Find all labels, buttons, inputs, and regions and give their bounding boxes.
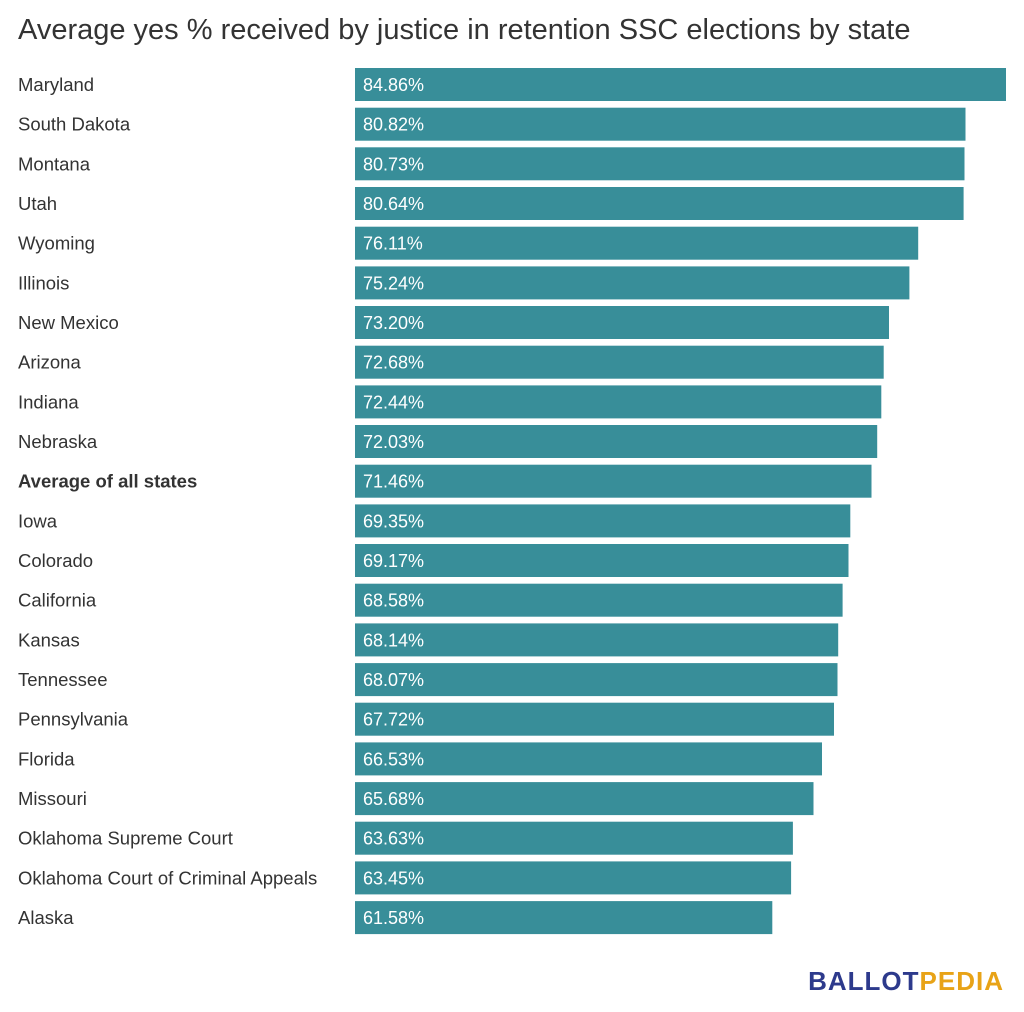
value-label: 84.86% <box>363 75 424 95</box>
value-label: 61.58% <box>363 908 424 928</box>
category-label: Wyoming <box>18 233 95 254</box>
category-label: Pennsylvania <box>18 709 129 730</box>
value-label: 71.46% <box>363 472 424 492</box>
bar <box>355 663 838 697</box>
value-label: 72.44% <box>363 392 424 412</box>
bar <box>355 821 793 855</box>
category-label: Iowa <box>18 510 58 531</box>
value-label: 63.63% <box>363 829 424 849</box>
logo-part-ballot: BALLOT <box>808 966 920 996</box>
category-label: New Mexico <box>18 312 119 333</box>
category-label: Average of all states <box>18 471 197 492</box>
category-label: Florida <box>18 748 75 769</box>
bar <box>355 68 1006 101</box>
value-label: 65.68% <box>363 789 424 809</box>
ballotpedia-logo: BALLOTPEDIA <box>808 966 1004 997</box>
value-label: 67.72% <box>363 710 424 730</box>
category-label: Utah <box>18 193 57 214</box>
bar <box>355 187 964 220</box>
category-label: Alaska <box>18 907 74 928</box>
bar <box>355 385 882 419</box>
category-label: South Dakota <box>18 114 131 135</box>
category-label: Oklahoma Supreme Court <box>18 828 233 849</box>
category-label: Montana <box>18 153 91 174</box>
bar <box>355 226 919 260</box>
category-label: Maryland <box>18 74 94 95</box>
logo-part-pedia: PEDIA <box>919 966 1004 996</box>
category-label: Tennessee <box>18 669 107 690</box>
value-label: 69.17% <box>363 551 424 571</box>
value-label: 68.58% <box>363 591 424 611</box>
bar <box>355 583 843 617</box>
category-label: California <box>18 590 97 611</box>
bar <box>355 504 851 538</box>
bar <box>355 107 966 141</box>
category-label: Colorado <box>18 550 93 571</box>
category-label: Arizona <box>18 352 81 373</box>
value-label: 75.24% <box>363 273 424 293</box>
value-label: 68.07% <box>363 670 424 690</box>
value-label: 69.35% <box>363 511 424 531</box>
bar <box>355 702 834 736</box>
value-label: 72.03% <box>363 432 424 452</box>
category-label: Illinois <box>18 272 69 293</box>
value-label: 66.53% <box>363 749 424 769</box>
category-label: Oklahoma Court of Criminal Appeals <box>18 867 317 888</box>
bar <box>355 544 849 577</box>
bar <box>355 345 884 379</box>
value-label: 76.11% <box>363 234 423 254</box>
bar <box>355 464 872 498</box>
bar <box>355 425 878 458</box>
chart-title: Average yes % received by justice in ret… <box>18 14 911 46</box>
category-label: Missouri <box>18 788 87 809</box>
bar <box>355 623 839 657</box>
bar <box>355 901 773 935</box>
value-label: 80.82% <box>363 115 424 135</box>
category-label: Kansas <box>18 629 80 650</box>
category-label: Indiana <box>18 391 79 412</box>
value-label: 68.14% <box>363 630 424 650</box>
bar <box>355 147 965 181</box>
value-label: 80.64% <box>363 194 424 214</box>
value-label: 80.73% <box>363 154 424 174</box>
value-label: 73.20% <box>363 313 424 333</box>
bar <box>355 742 822 776</box>
bar <box>355 266 910 300</box>
bar <box>355 861 792 895</box>
bar <box>355 306 889 339</box>
bar <box>355 782 814 816</box>
value-label: 72.68% <box>363 353 424 373</box>
value-label: 63.45% <box>363 868 424 888</box>
category-label: Nebraska <box>18 431 98 452</box>
